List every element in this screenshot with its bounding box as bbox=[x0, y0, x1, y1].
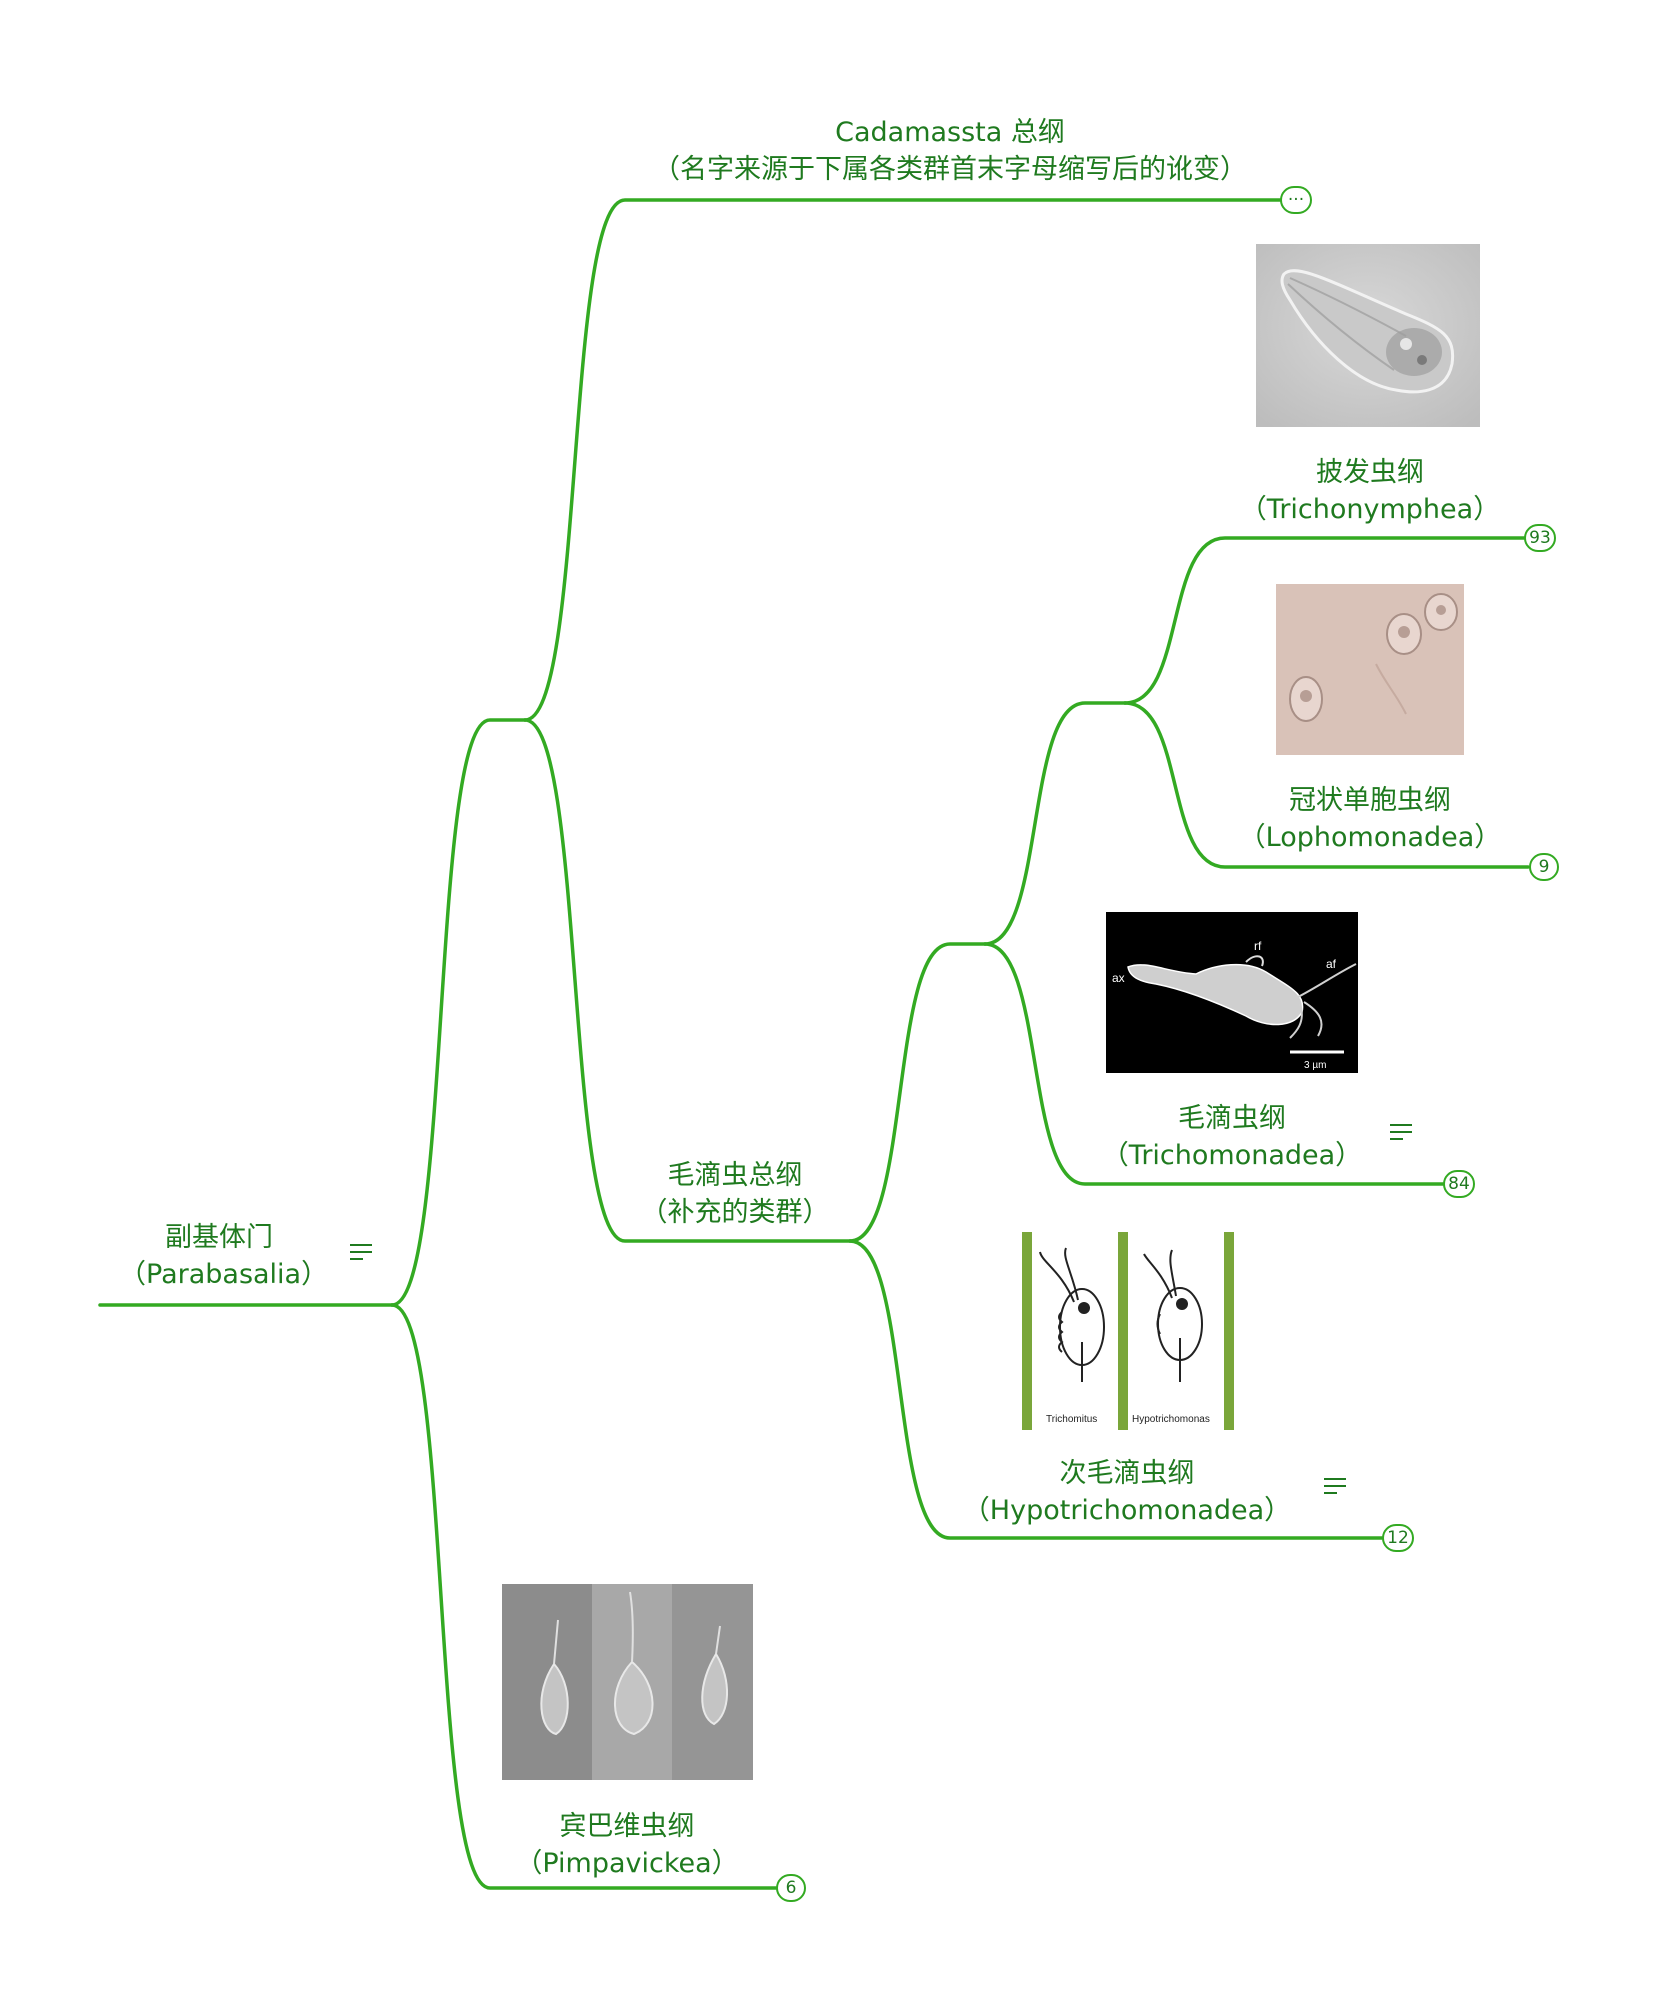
branch-root-upper bbox=[390, 718, 527, 1307]
trichomonadea-image-scale: 3 µm bbox=[1304, 1060, 1326, 1071]
hypotrichomonadea-illustration: Trichomitus Hypotrichomonas bbox=[1022, 1232, 1234, 1430]
notes-icon[interactable] bbox=[350, 1244, 372, 1262]
hypotrichomonadea-node-label[interactable]: 次毛滴虫纲 （Hypotrichomonadea） bbox=[962, 1455, 1292, 1529]
trichomonadida-note: （补充的类群） bbox=[640, 1197, 830, 1228]
hypotrichomonadea-drawing: Trichomitus Hypotrichomonas bbox=[1022, 1232, 1234, 1430]
trichonymphea-name: 披发虫纲 bbox=[1316, 457, 1424, 488]
lophomonadea-photo bbox=[1276, 584, 1464, 755]
pimpavickea-node-label[interactable]: 宾巴维虫纲 （Pimpavickea） bbox=[492, 1808, 762, 1882]
hypotrichomonadea-image-label-right: Hypotrichomonas bbox=[1132, 1414, 1210, 1425]
root-node-label[interactable]: 副基体门 （Parabasalia） bbox=[119, 1219, 329, 1293]
lophomonadea-name: 冠状单胞虫纲 bbox=[1289, 785, 1451, 816]
trichomonadea-image-label-ax: ax bbox=[1112, 971, 1125, 985]
trichomonadea-image-label-rf: rf bbox=[1254, 939, 1262, 953]
branch-top-trichonymphea bbox=[1123, 536, 1527, 705]
trichonymphea-photo bbox=[1256, 244, 1480, 427]
branch-top-lophomonadea bbox=[1123, 701, 1530, 869]
branch-mid-trichomonadea bbox=[983, 942, 1445, 1186]
cadamassta-node-label[interactable]: Cadamassta 总纲 （名字来源于下属各类群首末字母缩写后的讹变） bbox=[645, 114, 1255, 188]
hypotrichomonadea-latin: （Hypotrichomonadea） bbox=[962, 1495, 1292, 1526]
branch-root-pimpavickea bbox=[390, 1303, 784, 1890]
lophomonadea-node-label[interactable]: 冠状单胞虫纲 （Lophomonadea） bbox=[1230, 782, 1510, 856]
cadamassta-note: （名字来源于下属各类群首末字母缩写后的讹变） bbox=[653, 154, 1247, 185]
notes-icon[interactable] bbox=[1324, 1478, 1346, 1496]
trichomonadea-photo: ax rf af 3 µm bbox=[1106, 912, 1358, 1073]
hypotrichomonadea-count-badge[interactable]: 12 bbox=[1382, 1524, 1414, 1552]
root-latin: （Parabasalia） bbox=[119, 1259, 329, 1290]
pimpavickea-microscope-image bbox=[502, 1584, 753, 1780]
pimpavickea-count-badge[interactable]: 6 bbox=[776, 1874, 806, 1902]
trichonymphea-latin: （Trichonymphea） bbox=[1239, 494, 1501, 525]
trichonymphea-node-label[interactable]: 披发虫纲 （Trichonymphea） bbox=[1230, 454, 1510, 528]
trichomonadea-node-label[interactable]: 毛滴虫纲 （Trichomonadea） bbox=[1092, 1100, 1372, 1174]
trichomonadea-latin: （Trichomonadea） bbox=[1101, 1140, 1363, 1171]
branch-mid-top bbox=[983, 701, 1127, 946]
trichomonadea-sem-image: ax rf af 3 µm bbox=[1106, 912, 1358, 1073]
root-name: 副基体门 bbox=[165, 1222, 273, 1253]
lophomonadea-microscope-image bbox=[1276, 584, 1464, 755]
notes-icon[interactable] bbox=[1390, 1124, 1412, 1142]
collapsed-children-badge[interactable]: ··· bbox=[1280, 186, 1312, 214]
pimpavickea-latin: （Pimpavickea） bbox=[515, 1848, 739, 1879]
branch-upper-cadamassta bbox=[523, 198, 1297, 722]
lophomonadea-count-badge[interactable]: 9 bbox=[1529, 853, 1559, 881]
trichonymphea-count-badge[interactable]: 93 bbox=[1524, 524, 1556, 552]
branch-trichomonadida-hypo bbox=[848, 1239, 1384, 1540]
lophomonadea-latin: （Lophomonadea） bbox=[1238, 822, 1502, 853]
hypotrichomonadea-name: 次毛滴虫纲 bbox=[1059, 1458, 1195, 1489]
trichomonadida-name: 毛滴虫总纲 bbox=[667, 1160, 803, 1191]
trichonymphea-microscope-image bbox=[1256, 244, 1480, 427]
branch-upper-trichomonadida bbox=[523, 718, 852, 1243]
pimpavickea-photo bbox=[502, 1584, 753, 1780]
trichomonadea-count-badge[interactable]: 84 bbox=[1443, 1170, 1475, 1198]
trichomonadea-name: 毛滴虫纲 bbox=[1178, 1103, 1286, 1134]
cadamassta-name: Cadamassta 总纲 bbox=[835, 117, 1065, 148]
trichomonadida-node-label[interactable]: 毛滴虫总纲 （补充的类群） bbox=[620, 1157, 850, 1231]
pimpavickea-name: 宾巴维虫纲 bbox=[559, 1811, 695, 1842]
branch-trichomonadida-mid bbox=[848, 942, 987, 1243]
trichomonadea-image-label-af: af bbox=[1326, 957, 1337, 971]
hypotrichomonadea-image-label-left: Trichomitus bbox=[1046, 1414, 1097, 1425]
